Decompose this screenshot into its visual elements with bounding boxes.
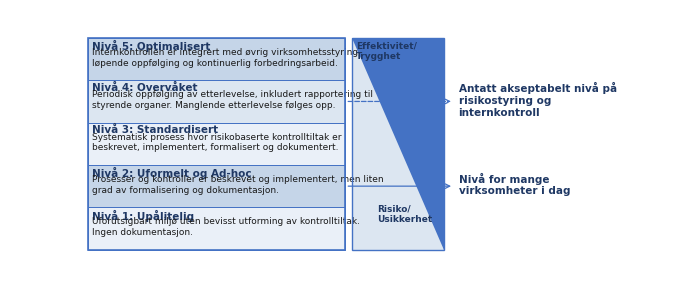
Text: Nivå 4: Overvåket: Nivå 4: Overvåket — [92, 83, 197, 93]
Text: Nivå for mange
virksomheter i dag: Nivå for mange virksomheter i dag — [458, 173, 570, 197]
Text: Nivå 5: Optimalisert: Nivå 5: Optimalisert — [92, 40, 210, 52]
Text: Nivå 2: Uformelt og Ad-hoc: Nivå 2: Uformelt og Ad-hoc — [92, 167, 252, 179]
Text: Uforutsigbart miljø uten bevisst utforming av kontrolltiltak.
Ingen dokumentasjo: Uforutsigbart miljø uten bevisst utformi… — [92, 217, 360, 237]
Text: Effektivitet/
Trygghet: Effektivitet/ Trygghet — [356, 42, 417, 61]
Bar — [352, 38, 444, 250]
Bar — [88, 38, 345, 250]
Bar — [88, 165, 345, 207]
Text: Internkontrollen er integrert med øvrig virksomhetsstyring, med
løpende oppfølgi: Internkontrollen er integrert med øvrig … — [92, 48, 384, 68]
Text: Systematisk prosess hvor risikobaserte kontrolltiltak er
beskrevet, implementert: Systematisk prosess hvor risikobaserte k… — [92, 133, 341, 153]
Text: Antatt akseptabelt nivå på
risikostyring og
internkontroll: Antatt akseptabelt nivå på risikostyring… — [458, 82, 617, 118]
Text: Prosesser og kontroller er beskrevet og implementert, men liten
grad av formalis: Prosesser og kontroller er beskrevet og … — [92, 175, 384, 195]
Bar — [352, 38, 444, 250]
Text: Risiko/
Usikkerhet: Risiko/ Usikkerhet — [377, 204, 432, 224]
Bar — [88, 207, 345, 250]
Polygon shape — [352, 38, 444, 250]
Text: Nivå 1: Upålitelig: Nivå 1: Upålitelig — [92, 210, 194, 222]
Text: Periodisk oppfølging av etterlevelse, inkludert rapportering til
styrende organe: Periodisk oppfølging av etterlevelse, in… — [92, 90, 373, 110]
Bar — [88, 123, 345, 165]
Bar — [88, 80, 345, 123]
Bar — [88, 38, 345, 80]
Text: Nivå 3: Standardisert: Nivå 3: Standardisert — [92, 125, 218, 135]
